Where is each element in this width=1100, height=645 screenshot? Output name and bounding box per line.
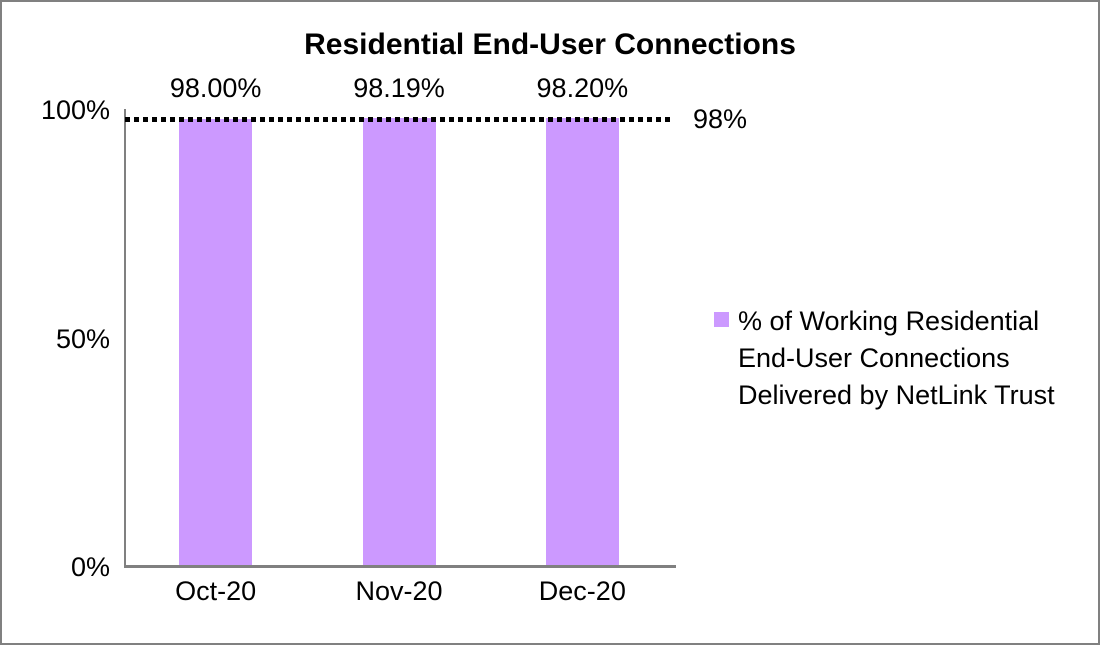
data-label-dec-20: 98.20%	[536, 73, 629, 103]
x-tick-oct-20: Oct-20	[175, 576, 257, 606]
y-tick-0: 0%	[70, 552, 110, 582]
x-axis	[124, 565, 676, 568]
legend-label: % of Working Residential End-User Connec…	[738, 303, 1055, 414]
y-axis	[124, 109, 126, 567]
x-tick-nov-20: Nov-20	[355, 576, 443, 606]
legend-label-line: Delivered by NetLink Trust	[738, 380, 1055, 410]
x-tick-dec-20: Dec-20	[538, 576, 626, 606]
legend-label-line: % of Working Residential	[738, 306, 1040, 336]
target-line	[125, 116, 674, 122]
bar-dec-20	[545, 118, 619, 565]
legend-label-line: End-User Connections	[738, 343, 1010, 373]
bar-nov-20	[362, 118, 436, 565]
bar-oct-20	[179, 119, 253, 565]
target-line-label: 98%	[693, 104, 748, 135]
chart-title: Residential End-User Connections	[304, 28, 796, 61]
y-tick-50: 50%	[55, 323, 110, 354]
y-tick-100: 100%	[40, 95, 110, 125]
legend: % of Working Residential End-User Connec…	[714, 303, 1055, 414]
data-label-nov-20: 98.19%	[353, 73, 445, 103]
legend-swatch-icon	[714, 312, 729, 327]
data-label-oct-20: 98.00%	[169, 73, 262, 103]
